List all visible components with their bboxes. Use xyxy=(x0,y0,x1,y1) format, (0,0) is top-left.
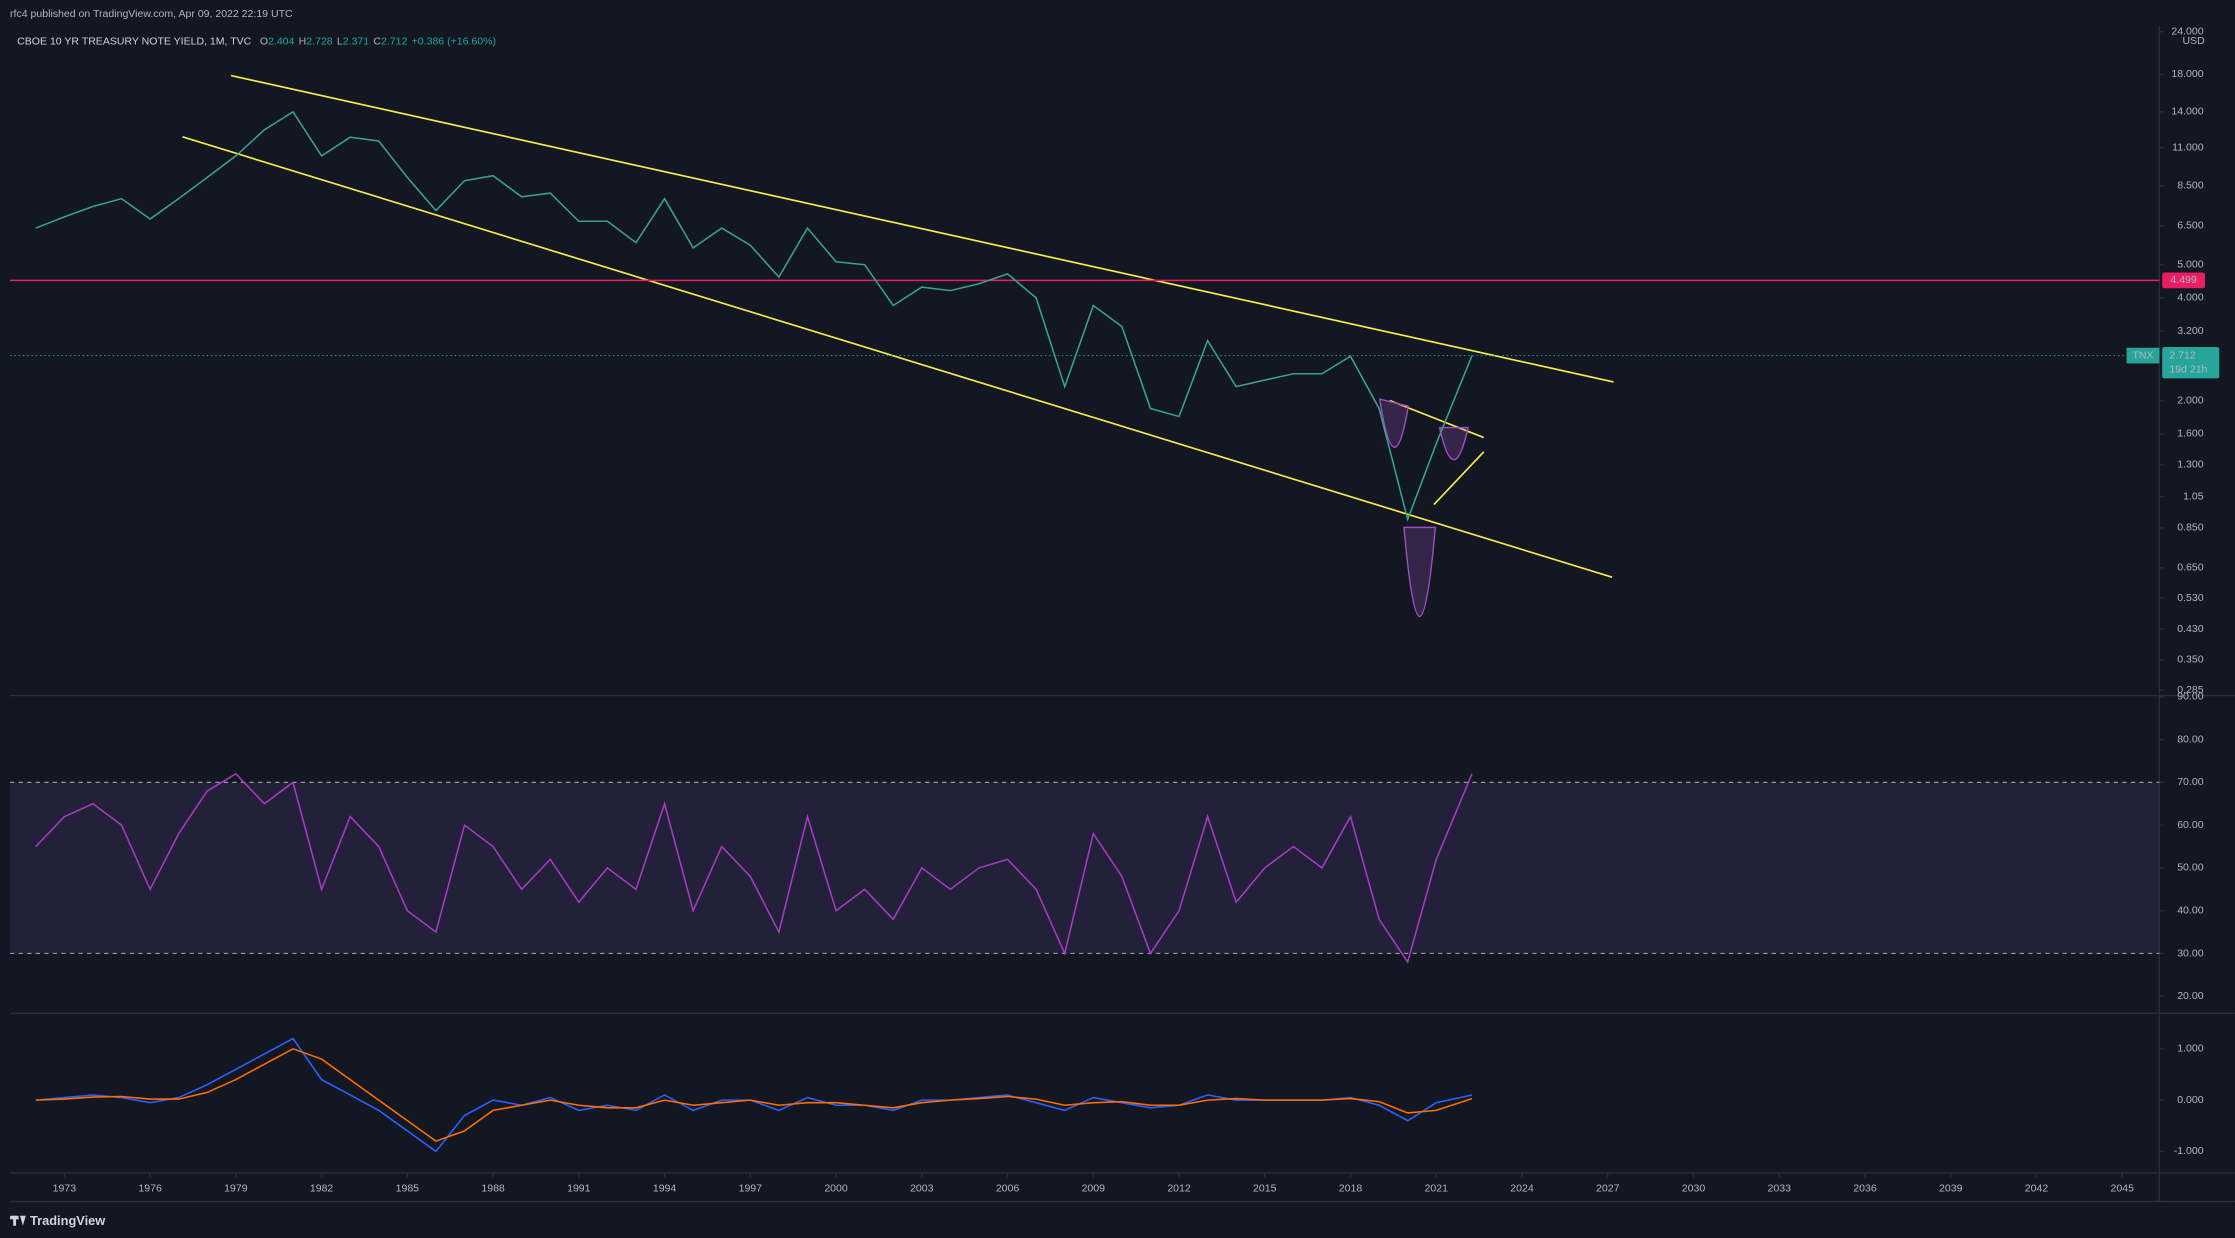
ohlc-value: 2.728 xyxy=(306,35,332,47)
currency-label: USD xyxy=(2182,35,2205,47)
price-label-box xyxy=(2162,272,2205,289)
last-price-box xyxy=(2162,347,2220,379)
series-line xyxy=(35,110,1473,523)
y-tick-label: 60.00 xyxy=(2177,819,2203,831)
symbol-legend: CBOE 10 YR TREASURY NOTE YIELD, 1M, TVC O… xyxy=(17,35,496,47)
trend-line xyxy=(230,74,1614,383)
x-tick-label: 2018 xyxy=(1339,1182,1363,1194)
y-tick-label: 0.650 xyxy=(2177,562,2203,574)
series-line xyxy=(35,772,1473,964)
x-tick-label: 2027 xyxy=(1596,1182,1620,1194)
y-tick-label: 0.530 xyxy=(2177,592,2203,604)
bar-countdown: 19d 21h xyxy=(2169,364,2207,376)
y-tick-label: 5.000 xyxy=(2177,258,2203,270)
y-tick-label: 1.05 xyxy=(2183,490,2204,502)
y-tick-label: 0.430 xyxy=(2177,623,2203,635)
x-tick-label: 2009 xyxy=(1082,1182,1106,1194)
arc xyxy=(1378,398,1410,448)
y-tick-label: 1.000 xyxy=(2177,1043,2203,1055)
x-tick-label: 2033 xyxy=(1768,1182,1792,1194)
y-tick-label: 24.000 xyxy=(2171,25,2203,37)
x-tick-label: 1988 xyxy=(481,1182,505,1194)
ohlc-key: C xyxy=(373,35,381,47)
y-tick-label: 6.500 xyxy=(2177,220,2203,232)
x-tick-label: 2024 xyxy=(1510,1182,1534,1194)
y-tick-label: 1.300 xyxy=(2177,459,2203,471)
symbol-label: TNX xyxy=(2132,349,2153,361)
ohlc-key: O xyxy=(260,35,268,47)
x-tick-label: 1979 xyxy=(224,1182,248,1194)
y-tick-label: 2.000 xyxy=(2177,395,2203,407)
y-tick-label: 1.600 xyxy=(2177,428,2203,440)
x-tick-label: 2042 xyxy=(2025,1182,2049,1194)
y-tick-label: 20.00 xyxy=(2177,990,2203,1002)
x-tick-label: 2021 xyxy=(1425,1182,1449,1194)
x-tick-label: 1997 xyxy=(739,1182,763,1194)
x-tick-label: 2036 xyxy=(1853,1182,1877,1194)
ohlc-value: 2.712 xyxy=(381,35,407,47)
x-tick-label: 2000 xyxy=(824,1182,848,1194)
y-tick-label: -1.000 xyxy=(2174,1145,2204,1157)
symbol-label-box xyxy=(2126,347,2160,364)
arc xyxy=(1438,426,1470,461)
y-tick-label: 0.350 xyxy=(2177,653,2203,665)
footer-logo xyxy=(10,1215,26,1226)
x-tick-label: 2039 xyxy=(1939,1182,1963,1194)
ohlc-key: L xyxy=(337,35,343,47)
y-tick-label: 0.000 xyxy=(2177,1094,2203,1106)
x-tick-label: 2015 xyxy=(1253,1182,1277,1194)
trend-line xyxy=(1433,451,1485,506)
x-tick-label: 2003 xyxy=(910,1182,934,1194)
y-tick-label: 18.000 xyxy=(2171,68,2203,80)
trend-lines xyxy=(182,74,1614,579)
ohlc-key: H xyxy=(299,35,307,47)
y-tick-label: 50.00 xyxy=(2177,862,2203,874)
x-tick-label: 1982 xyxy=(310,1182,334,1194)
y-tick-label: 70.00 xyxy=(2177,776,2203,788)
x-tick-label: 2045 xyxy=(2111,1182,2135,1194)
ohlc-value: 2.404 xyxy=(268,35,294,47)
y-tick-label: 0.850 xyxy=(2177,522,2203,534)
change-value: +0.386 (+16.60%) xyxy=(412,35,496,47)
x-tick-label: 2030 xyxy=(1682,1182,1706,1194)
x-tick-label: 1994 xyxy=(653,1182,677,1194)
last-price-label: 2.712 xyxy=(2169,349,2195,361)
x-tick-label: 1973 xyxy=(53,1182,77,1194)
price-label: 4.499 xyxy=(2170,274,2196,286)
y-tick-label: 30.00 xyxy=(2177,947,2203,959)
x-tick-label: 1991 xyxy=(567,1182,591,1194)
x-tick-label: 2006 xyxy=(996,1182,1020,1194)
y-tick-label: 4.000 xyxy=(2177,292,2203,304)
y-tick-label: 11.000 xyxy=(2172,141,2204,153)
x-tick-label: 2012 xyxy=(1167,1182,1191,1194)
y-tick-label: 14.000 xyxy=(2171,106,2203,118)
y-tick-label: 3.200 xyxy=(2177,325,2203,337)
y-tick-label: 0.285 xyxy=(2177,684,2203,696)
publisher-note: rfc4 published on TradingView.com, Apr 0… xyxy=(10,8,293,20)
arc-drawings xyxy=(1378,398,1470,618)
arc xyxy=(1403,526,1437,618)
logo-part xyxy=(13,1215,17,1226)
y-tick-label: 40.00 xyxy=(2177,904,2203,916)
symbol-name: CBOE 10 YR TREASURY NOTE YIELD, 1M, TVC xyxy=(17,35,252,47)
y-tick-label: 80.00 xyxy=(2177,733,2203,745)
trend-line xyxy=(1389,399,1485,439)
y-tick-label: 90.00 xyxy=(2177,691,2203,703)
y-tick-label: 8.500 xyxy=(2177,180,2203,192)
x-tick-label: 1985 xyxy=(396,1182,420,1194)
footer-brand: TradingView xyxy=(30,1213,105,1228)
ohlc-value: 2.371 xyxy=(343,35,369,47)
x-tick-label: 1976 xyxy=(138,1182,162,1194)
series-line xyxy=(35,1047,1473,1143)
logo-part xyxy=(20,1215,26,1226)
trend-line xyxy=(182,136,1613,579)
